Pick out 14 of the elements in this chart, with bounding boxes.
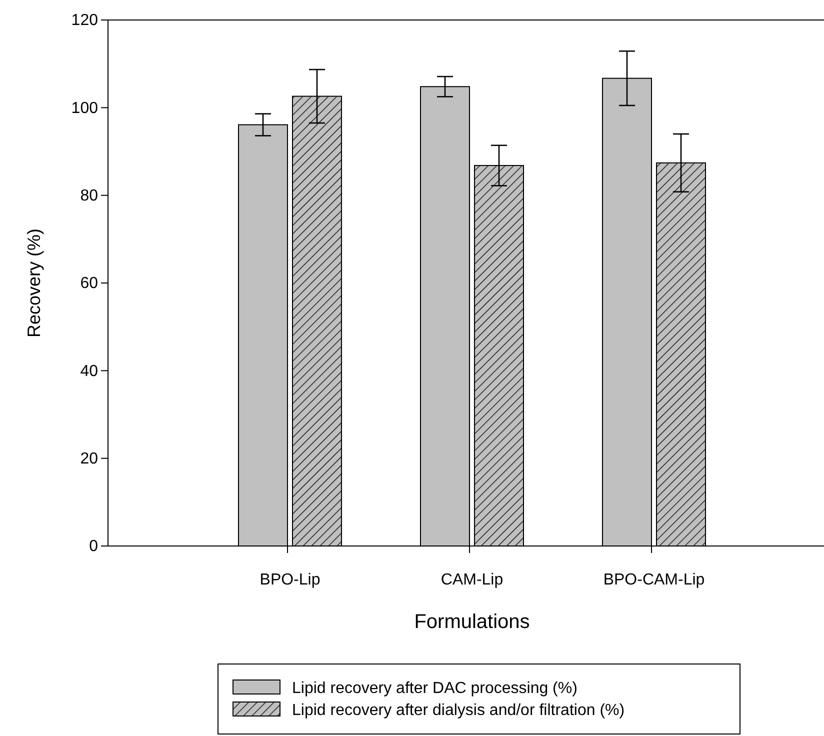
legend-label: Lipid recovery after DAC processing (%) (292, 680, 578, 697)
y-axis-title: Recovery (%) (24, 228, 44, 338)
y-tick-label: 80 (80, 187, 98, 204)
y-tick-label: 40 (80, 362, 98, 380)
x-tick-label: BPO-CAM-Lip (603, 571, 705, 588)
y-tick-label: 20 (80, 450, 98, 468)
y-tick-label: 120 (71, 12, 98, 30)
x-axis-title: Formulations (414, 611, 530, 633)
legend-label: Lipid recovery after dialysis and/or filtration (%) (292, 702, 625, 719)
y-tick-label: 0 (89, 538, 98, 556)
x-tick-label: CAM-Lip (440, 571, 504, 588)
y-tick-label: 60 (80, 275, 98, 292)
x-tick-label: BPO-Lip (260, 571, 320, 588)
y-tick-label: 100 (71, 100, 98, 117)
